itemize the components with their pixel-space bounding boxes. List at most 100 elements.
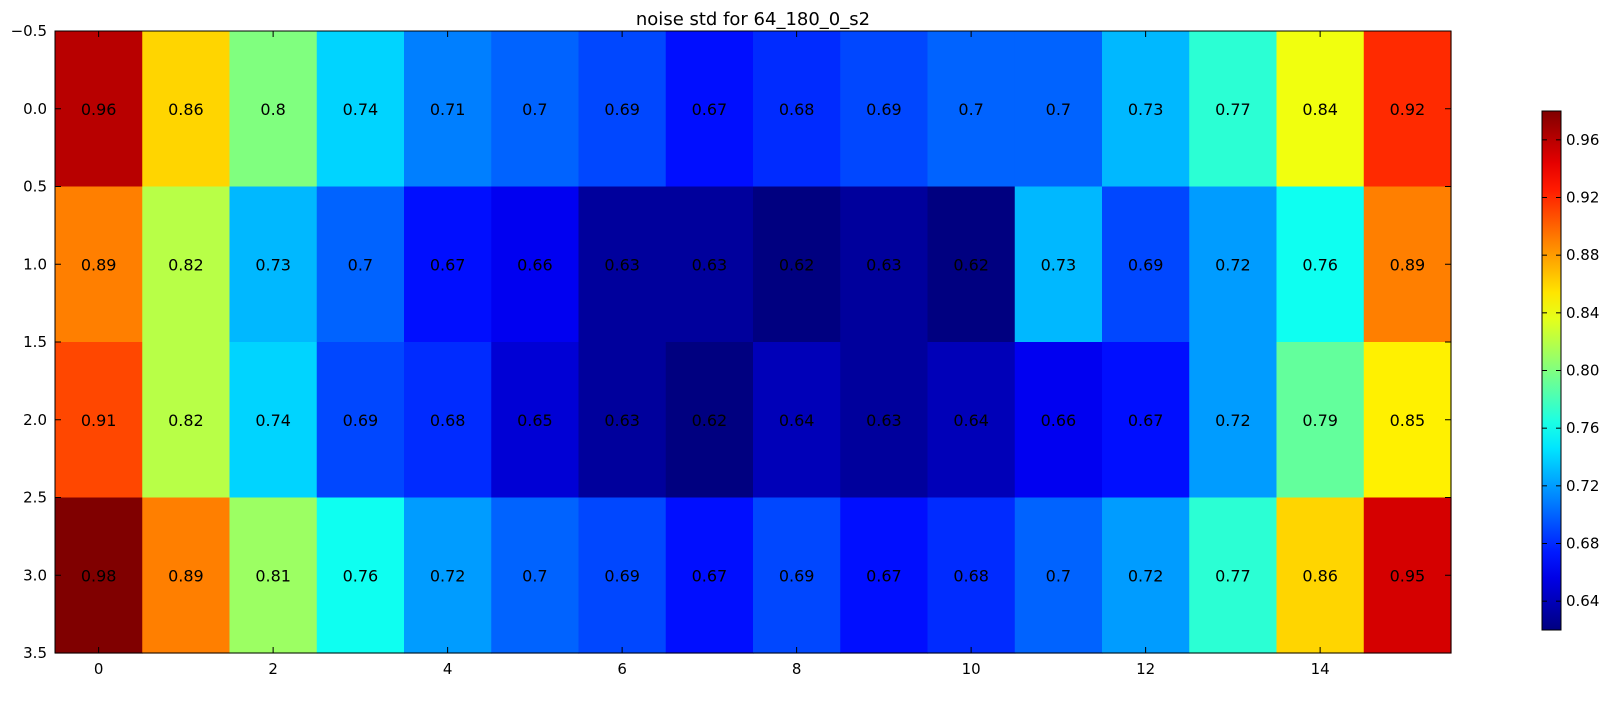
heatmap-cell [491, 342, 580, 499]
heatmap-cell [665, 342, 754, 499]
cell-value-label: 0.95 [1390, 566, 1426, 585]
y-tick-label: 2.0 [23, 411, 47, 429]
heatmap-cell [1276, 497, 1365, 654]
colorbar-tick-label: 0.72 [1566, 477, 1599, 495]
cell-value-label: 0.67 [692, 566, 728, 585]
cell-value-label: 0.72 [430, 566, 466, 585]
colorbar-tick-label: 0.80 [1566, 362, 1599, 380]
heatmap-cell [1363, 497, 1452, 654]
y-tick-label: 1.0 [23, 255, 47, 273]
heatmap-cell [1102, 31, 1190, 188]
heatmap-cell [753, 342, 841, 499]
y-tick-label: 2.5 [23, 489, 47, 507]
chart-title: noise std for 64_180_0_s2 [636, 9, 870, 30]
cell-value-label: 0.77 [1215, 566, 1251, 585]
colorbar-ticks: 0.64 0.68 0.72 0.76 0.80 0.84 0.88 0.92 0.96 [1542, 131, 1599, 610]
heatmap-cell [142, 31, 231, 188]
heatmap-cell [316, 497, 405, 654]
heatmap-cell [927, 186, 1016, 343]
cell-value-label: 0.62 [953, 255, 989, 274]
cell-value-label: 0.72 [1215, 411, 1251, 430]
heatmap-cell [1189, 497, 1278, 654]
heatmap-cell [404, 186, 492, 343]
cell-value-label: 0.67 [692, 100, 728, 119]
heatmap-cell [578, 186, 667, 343]
cell-value-label: 0.67 [866, 566, 902, 585]
heatmap-cell [55, 497, 143, 654]
colorbar-tick-label: 0.96 [1566, 131, 1599, 149]
y-tick-label: 3.0 [23, 566, 47, 584]
cell-value-label: 0.67 [430, 255, 466, 274]
cell-value-label: 0.63 [604, 255, 640, 274]
cell-value-label: 0.62 [692, 411, 728, 430]
colorbar: 0.64 0.68 0.72 0.76 0.80 0.84 0.88 0.92 0.96 [1541, 110, 1599, 631]
heatmap-cell [1014, 342, 1103, 499]
heatmap-cell [753, 497, 841, 654]
cell-value-label: 0.89 [168, 566, 204, 585]
heatmap-cell [1363, 186, 1452, 343]
y-tick-label: 0.5 [23, 178, 47, 196]
heatmap-cell [840, 186, 929, 343]
cell-value-label: 0.85 [1390, 411, 1426, 430]
cell-value-label: 0.7 [522, 100, 547, 119]
heatmap-cell [55, 31, 143, 188]
heatmap-cell [1276, 186, 1365, 343]
y-tick-label: −0.5 [11, 22, 47, 40]
cell-value-label: 0.62 [779, 255, 815, 274]
y-tick-label: 3.5 [23, 644, 47, 662]
cell-value-label: 0.69 [343, 411, 379, 430]
x-axis: 0 2 4 6 8 10 12 14 [94, 31, 1330, 678]
heatmap-cell [491, 186, 580, 343]
cell-value-label: 0.65 [517, 411, 553, 430]
heatmap-cell [665, 497, 754, 654]
cell-value-label: 0.91 [81, 411, 117, 430]
x-tick-label: 14 [1311, 660, 1330, 678]
cell-value-label: 0.7 [348, 255, 373, 274]
heatmap-cell [316, 342, 405, 499]
x-tick-label: 12 [1136, 660, 1155, 678]
cell-value-label: 0.68 [953, 566, 989, 585]
cell-value-label: 0.64 [779, 411, 815, 430]
heatmap-cell [578, 31, 667, 188]
colorbar-tick-label: 0.88 [1566, 246, 1599, 264]
heatmap-cell [404, 497, 492, 654]
cell-value-label: 0.96 [81, 100, 117, 119]
heatmap-cell [142, 342, 231, 499]
heatmap-cell [665, 186, 754, 343]
heatmap-cells [55, 31, 1452, 654]
cell-value-label: 0.73 [1041, 255, 1077, 274]
heatmap-cell [142, 186, 231, 343]
heatmap-cell [1189, 186, 1278, 343]
heatmap-cell [491, 497, 580, 654]
cell-value-label: 0.63 [866, 411, 902, 430]
cell-value-label: 0.86 [168, 100, 204, 119]
cell-value-label: 0.66 [517, 255, 553, 274]
cell-value-label: 0.69 [604, 566, 640, 585]
heatmap-cell [229, 342, 318, 499]
cell-value-label: 0.7 [958, 100, 983, 119]
cell-value-label: 0.98 [81, 566, 117, 585]
x-tick-label: 8 [792, 660, 802, 678]
heatmap-cell [578, 342, 667, 499]
heatmap-cell [1102, 186, 1190, 343]
heatmap-cell [229, 186, 318, 343]
cell-value-label: 0.82 [168, 255, 204, 274]
heatmap-cell [927, 31, 1016, 188]
heatmap-cell [1102, 497, 1190, 654]
heatmap-cell [316, 31, 405, 188]
colorbar-tick-label: 0.84 [1566, 304, 1599, 322]
heatmap-cell [316, 186, 405, 343]
heatmap-cell [1189, 342, 1278, 499]
cell-value-label: 0.68 [430, 411, 466, 430]
cell-value-label: 0.69 [866, 100, 902, 119]
heatmap-cell [753, 186, 841, 343]
cell-value-label: 0.7 [1046, 566, 1071, 585]
heatmap-cell [753, 31, 841, 188]
y-axis: −0.5 0.0 0.5 1.0 1.5 2.0 2.5 3.0 3.5 [11, 22, 1451, 662]
heatmap-cell [840, 342, 929, 499]
heatmap-cell [1363, 31, 1452, 188]
cell-value-label: 0.84 [1302, 100, 1338, 119]
cell-value-label: 0.64 [953, 411, 989, 430]
cell-value-label: 0.82 [168, 411, 204, 430]
